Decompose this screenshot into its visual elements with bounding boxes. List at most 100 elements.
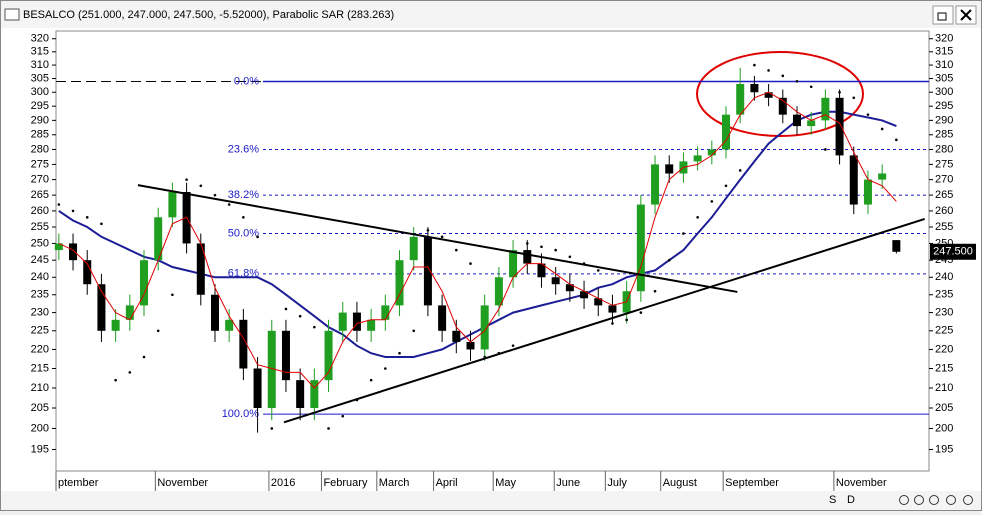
sar-dot (85, 216, 89, 219)
y-tick-label-right: 230 (935, 306, 953, 318)
sar-dot (724, 184, 728, 188)
sar-dot (710, 200, 714, 203)
sar-dot (171, 293, 174, 297)
candle-body (409, 236, 418, 261)
sar-dot (696, 216, 699, 219)
y-tick-label-right: 240 (935, 271, 953, 283)
sar-dot (57, 203, 61, 206)
candle-body (636, 204, 645, 292)
last-price-label: 247.500 (933, 246, 973, 258)
candle-body (807, 120, 816, 127)
candle-body (509, 250, 518, 278)
candle-body (551, 277, 560, 285)
candle-body (239, 319, 248, 369)
candle-body (296, 380, 305, 408)
y-tick-label-left: 255 (31, 221, 49, 233)
candle-body (267, 330, 276, 408)
y-tick-label-left: 215 (31, 362, 49, 374)
sar-dot (313, 325, 316, 329)
candle-body (764, 92, 773, 98)
candle-body (466, 341, 475, 350)
sar-dot (156, 329, 160, 333)
bottom-bar (1, 491, 981, 510)
candle-body (849, 155, 858, 205)
y-tick-label-left: 225 (31, 325, 49, 337)
candle-body (792, 114, 801, 127)
trendline (283, 217, 926, 424)
toolbar-button[interactable]: D (847, 494, 855, 506)
y-tick-label-right: 280 (935, 143, 953, 155)
window-icon (4, 8, 20, 21)
sar-dot (554, 248, 557, 252)
x-tick-label: July (607, 477, 627, 489)
candle-body (878, 173, 887, 180)
y-tick-label-left: 250 (31, 237, 49, 249)
y-tick-label-left: 280 (31, 143, 49, 155)
sar-dot (227, 203, 231, 206)
sar-dot (838, 90, 841, 94)
candle-body (523, 250, 532, 264)
fib-label: 38.2% (228, 189, 259, 201)
restore-button[interactable] (932, 5, 954, 25)
sar-dot (625, 318, 628, 322)
candle-body (821, 97, 830, 121)
sar-dot (639, 311, 643, 314)
candle-body (693, 155, 702, 162)
sar-dot (426, 228, 430, 232)
sar-dot (412, 329, 416, 333)
y-tick-label-left: 260 (31, 205, 49, 217)
candle-body (580, 291, 589, 299)
sar-dot (653, 289, 657, 293)
sar-dot (100, 222, 103, 226)
candle-body (835, 97, 844, 156)
toolbar-button[interactable]: S (829, 494, 836, 506)
candle-body (423, 236, 432, 306)
sar-dot (256, 235, 259, 239)
sar-dot (341, 414, 345, 418)
candle-body (381, 305, 390, 320)
sar-dot (781, 74, 785, 78)
candle-body (253, 368, 262, 408)
toolbar-icon[interactable] (929, 495, 939, 505)
y-tick-label-left: 320 (31, 33, 49, 45)
sar-dot (242, 216, 245, 219)
candle-body (225, 319, 234, 331)
candle-body (210, 294, 219, 331)
sar-dot (114, 378, 117, 382)
restore-icon (937, 12, 947, 21)
candle-body (452, 330, 461, 342)
y-tick-label-right: 275 (935, 158, 953, 170)
y-tick-label-left: 265 (31, 189, 49, 201)
candle-body (281, 330, 290, 381)
sar-dot (455, 248, 458, 252)
sar-dot (540, 245, 543, 249)
x-tick-label: ptember (58, 477, 99, 489)
toolbar-icon[interactable] (899, 495, 909, 505)
y-tick-label-right: 295 (935, 100, 953, 112)
x-tick-label: November (157, 477, 208, 489)
sar-dot (596, 269, 600, 272)
y-tick-label-left: 235 (31, 289, 49, 301)
toolbar-icon[interactable] (946, 495, 956, 505)
candle-body (140, 260, 149, 306)
toolbar-icon[interactable] (963, 495, 973, 505)
y-tick-label-left: 290 (31, 114, 49, 126)
sar-dot (71, 209, 75, 213)
y-tick-label-right: 225 (935, 325, 953, 337)
candle-body (537, 263, 546, 278)
sar-dot (128, 371, 132, 374)
candle-body (565, 284, 574, 292)
candle-body (608, 305, 617, 313)
y-tick-label-left: 200 (31, 422, 49, 434)
y-tick-label-left: 275 (31, 158, 49, 170)
candle-body (480, 305, 489, 350)
y-tick-label-right: 310 (935, 59, 953, 71)
candle-body (196, 243, 205, 295)
candle-body (352, 312, 361, 331)
sar-dot (525, 242, 529, 245)
sar-dot (795, 79, 799, 83)
candle-body (395, 260, 404, 306)
toolbar-icon[interactable] (914, 495, 924, 505)
